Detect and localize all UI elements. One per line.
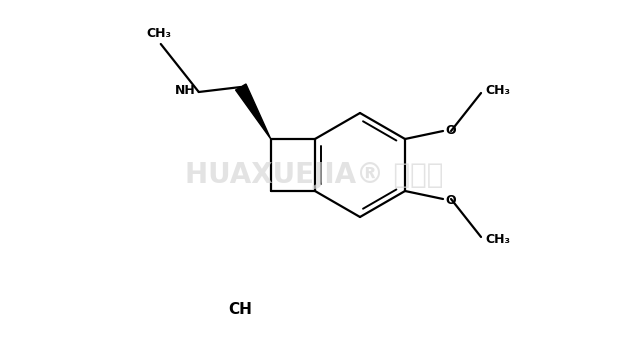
Text: CH₃: CH₃ (485, 84, 510, 98)
Text: O: O (445, 194, 456, 206)
Text: O: O (445, 123, 456, 137)
Text: CH₃: CH₃ (485, 233, 510, 245)
Text: NH: NH (175, 83, 196, 97)
Text: HUAXUEJIA® 化学加: HUAXUEJIA® 化学加 (185, 161, 443, 189)
Text: CH₃: CH₃ (146, 27, 171, 40)
Text: CH: CH (228, 302, 252, 318)
Polygon shape (236, 84, 271, 139)
